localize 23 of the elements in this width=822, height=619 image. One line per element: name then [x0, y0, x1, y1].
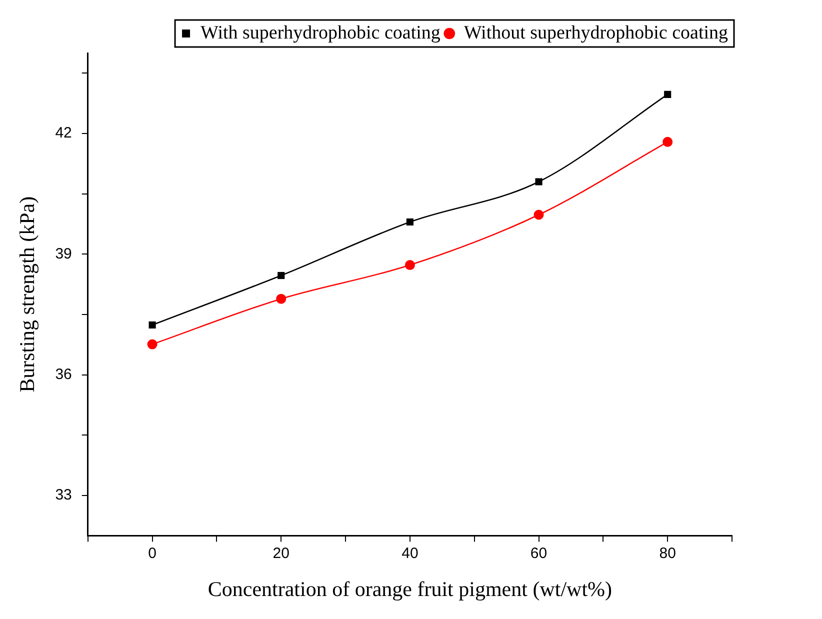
point: [278, 272, 285, 280]
point: [148, 321, 156, 329]
point: [406, 218, 414, 226]
point: [404, 260, 415, 270]
x-tick-label: 60: [530, 544, 548, 562]
y-tick-label: 39: [55, 245, 72, 262]
point: [534, 210, 544, 220]
point: [276, 294, 286, 304]
point: [147, 339, 158, 350]
x-tick-label: 20: [272, 544, 290, 562]
legend-label: Without superhydrophobic coating: [464, 22, 728, 44]
y-tick-label: 33: [55, 486, 72, 504]
y-tick-label: 42: [55, 124, 72, 142]
point: [662, 136, 673, 147]
x-tick-label: 40: [402, 544, 418, 562]
x-axis-title: Concentration of orange fruit pigment (wt/wt%): [208, 576, 612, 601]
point: [664, 90, 672, 98]
x-tick-label: 0: [148, 544, 156, 562]
point: [535, 178, 542, 186]
y-tick-label: 36: [55, 366, 72, 384]
x-tick-label: 80: [659, 544, 676, 562]
legend-label: With superhydrophobic coating: [200, 22, 441, 44]
y-axis-title: Bursting strength (kPa): [15, 196, 40, 392]
